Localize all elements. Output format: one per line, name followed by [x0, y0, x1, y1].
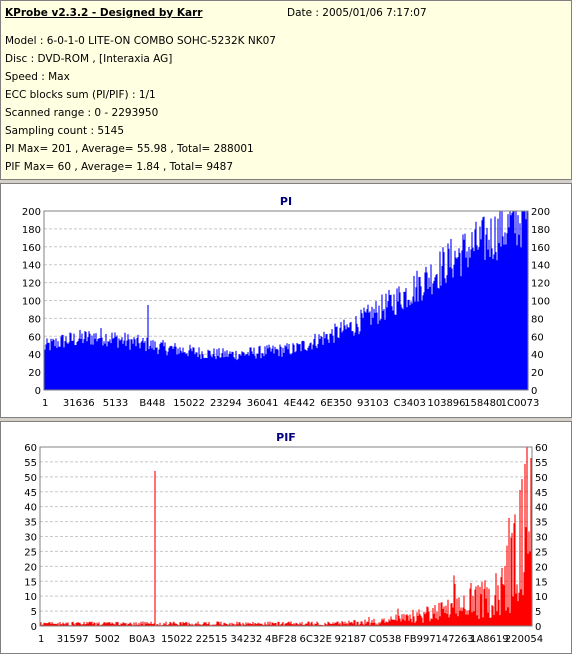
- x-tick-label: 1C0073: [501, 398, 540, 409]
- x-tick-label: C3403: [393, 398, 425, 409]
- x-tick-label: 4E442: [283, 398, 315, 409]
- y-tick-label-right: 180: [531, 225, 550, 236]
- x-tick-label: 4BF28: [265, 634, 297, 645]
- x-tick-label: 5133: [103, 398, 128, 409]
- y-tick-label-right: 50: [535, 473, 548, 484]
- x-tick-label: 36041: [247, 398, 279, 409]
- x-tick-label: 92187: [335, 634, 367, 645]
- y-tick-label-right: 80: [531, 314, 544, 325]
- x-tick-label: 1A8619: [470, 634, 509, 645]
- info-pi-stats: PI Max= 201 , Average= 55.98 , Total= 28…: [5, 143, 254, 155]
- plot-frame: [43, 210, 529, 391]
- y-tick-label-right: 160: [531, 243, 550, 254]
- info-pif-stats: PIF Max= 60 , Average= 1.84 , Total= 948…: [5, 161, 234, 173]
- y-tick-label-right: 45: [535, 488, 548, 499]
- y-tick-label-left: 30: [24, 533, 37, 544]
- info-scanned-range: Scanned range : 0 - 2293950: [5, 107, 159, 119]
- y-tick-label-left: 45: [24, 488, 37, 499]
- x-tick-label: B0A3: [129, 634, 155, 645]
- x-tick-label: C0538: [369, 634, 401, 645]
- x-tick-label: 34232: [230, 634, 262, 645]
- y-tick-label-right: 10: [535, 592, 548, 603]
- y-tick-label-right: 0: [531, 386, 537, 397]
- y-tick-label-left: 60: [24, 443, 37, 454]
- x-tick-label: 5002: [95, 634, 120, 645]
- y-tick-label-left: 55: [24, 458, 37, 469]
- chart-title: PIF: [276, 431, 296, 444]
- x-tick-label: 103896: [427, 398, 465, 409]
- pi-chart-panel: PI 0 0 20 20 40 40 60 60 80 80 100 100 120 120 140 140 16…: [0, 183, 572, 418]
- y-tick-label-left: 80: [28, 314, 41, 325]
- y-tick-label-right: 120: [531, 279, 550, 290]
- series-bars: [43, 211, 529, 390]
- y-tick-label-right: 35: [535, 518, 548, 529]
- y-tick-label-right: 15: [535, 577, 548, 588]
- y-tick-label-right: 60: [535, 443, 548, 454]
- info-model: Model : 6-0-1-0 LITE-ON COMBO SOHC-5232K…: [5, 35, 276, 47]
- y-tick-label-left: 40: [28, 350, 41, 361]
- y-tick-label-right: 60: [531, 332, 544, 343]
- y-tick-label-left: 35: [24, 518, 37, 529]
- y-tick-label-right: 25: [535, 547, 548, 558]
- y-tick-label-right: 55: [535, 458, 548, 469]
- info-speed: Speed : Max: [5, 71, 70, 83]
- scan-date: Date : 2005/01/06 7:17:07: [287, 7, 427, 19]
- y-tick-label-left: 50: [24, 473, 37, 484]
- x-tick-label: 158480: [464, 398, 502, 409]
- y-tick-label-right: 30: [535, 533, 548, 544]
- y-tick-label-left: 120: [22, 279, 41, 290]
- x-tick-label: 93103: [357, 398, 389, 409]
- info-ecc-sum: ECC blocks sum (PI/PIF) : 1/1: [5, 89, 156, 101]
- chart-title: PI: [280, 195, 292, 208]
- y-tick-label-left: 140: [22, 261, 41, 272]
- y-tick-label-left: 200: [22, 207, 41, 218]
- x-tick-label: FB997: [404, 634, 436, 645]
- y-tick-label-left: 160: [22, 243, 41, 254]
- app-title: KProbe v2.3.2 - Designed by Karr: [5, 7, 203, 19]
- y-tick-label-left: 100: [22, 297, 41, 308]
- series-bars: [39, 447, 533, 626]
- y-tick-label-left: 10: [24, 592, 37, 603]
- x-tick-label: 22515: [196, 634, 228, 645]
- y-tick-label-right: 140: [531, 261, 550, 272]
- info-sampling-count: Sampling count : 5145: [5, 125, 125, 137]
- y-tick-label-right: 0: [535, 622, 541, 633]
- y-tick-label-left: 0: [35, 386, 41, 397]
- x-tick-label: 6E350: [320, 398, 352, 409]
- y-tick-label-right: 200: [531, 207, 550, 218]
- y-tick-label-left: 180: [22, 225, 41, 236]
- y-tick-label-left: 0: [31, 622, 37, 633]
- y-tick-label-left: 20: [24, 562, 37, 573]
- info-disc: Disc : DVD-ROM , [Interaxia AG]: [5, 53, 173, 65]
- y-tick-label-right: 100: [531, 297, 550, 308]
- y-tick-label-left: 15: [24, 577, 37, 588]
- plot-frame: [39, 446, 533, 627]
- y-tick-label-left: 60: [28, 332, 41, 343]
- x-tick-label: 31636: [63, 398, 95, 409]
- info-panel: KProbe v2.3.2 - Designed by Karr Date : …: [0, 0, 572, 180]
- x-tick-label: B448: [139, 398, 165, 409]
- x-tick-label: 31597: [57, 634, 89, 645]
- y-tick-label-left: 20: [28, 368, 41, 379]
- y-tick-label-left: 40: [24, 503, 37, 514]
- x-tick-label: 220054: [505, 634, 543, 645]
- y-tick-label-right: 40: [531, 350, 544, 361]
- y-tick-label-right: 5: [535, 607, 541, 618]
- y-tick-label-right: 40: [535, 503, 548, 514]
- y-tick-label-left: 25: [24, 547, 37, 558]
- x-tick-label: 15022: [161, 634, 193, 645]
- x-tick-label: 23294: [210, 398, 242, 409]
- y-tick-label-right: 20: [535, 562, 548, 573]
- pif-chart-panel: PIF 0 0 5 5 10 10 15 15 20 20 25 25 30 30 35 35 40 40 45 45 5…: [0, 421, 572, 654]
- y-tick-label-right: 20: [531, 368, 544, 379]
- y-tick-label-left: 5: [31, 607, 37, 618]
- x-tick-label: 147263: [435, 634, 473, 645]
- x-tick-label: 15022: [173, 398, 205, 409]
- x-tick-label: 6C32E: [300, 634, 332, 645]
- x-tick-label: 1: [38, 634, 44, 645]
- x-tick-label: 1: [42, 398, 48, 409]
